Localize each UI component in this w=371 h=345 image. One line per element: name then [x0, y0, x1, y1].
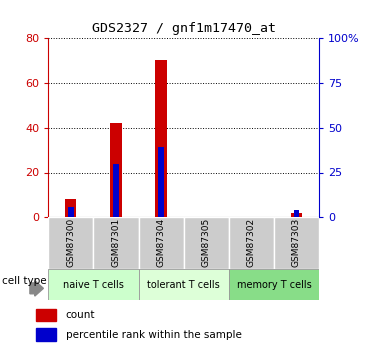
Text: cell type: cell type [3, 276, 47, 286]
Bar [65, 199, 76, 217]
Bar [48, 217, 93, 269]
Bar [155, 60, 167, 217]
Bar [48, 269, 138, 300]
Bar [68, 207, 73, 217]
Text: percentile rank within the sample: percentile rank within the sample [66, 330, 242, 339]
Text: GSM87304: GSM87304 [157, 218, 165, 267]
Bar [294, 210, 299, 217]
Bar [110, 123, 122, 217]
Title: GDS2327 / gnf1m17470_at: GDS2327 / gnf1m17470_at [92, 22, 276, 36]
Bar [229, 269, 319, 300]
Bar [138, 269, 229, 300]
Bar [184, 217, 229, 269]
Bar [229, 217, 274, 269]
Text: naive T cells: naive T cells [63, 280, 124, 289]
Bar [36, 328, 56, 341]
Text: tolerant T cells: tolerant T cells [147, 280, 220, 289]
Bar [36, 308, 56, 321]
Text: GSM87302: GSM87302 [247, 218, 256, 267]
Bar [158, 147, 164, 217]
Bar [138, 217, 184, 269]
FancyArrow shape [30, 280, 43, 296]
Text: count: count [66, 310, 95, 320]
Text: GSM87301: GSM87301 [111, 218, 121, 267]
Bar [291, 213, 302, 217]
Text: memory T cells: memory T cells [237, 280, 311, 289]
Text: GSM87303: GSM87303 [292, 218, 301, 267]
Bar [274, 217, 319, 269]
Text: GSM87300: GSM87300 [66, 218, 75, 267]
Bar [113, 164, 119, 217]
Text: GSM87305: GSM87305 [202, 218, 211, 267]
Bar [93, 217, 138, 269]
